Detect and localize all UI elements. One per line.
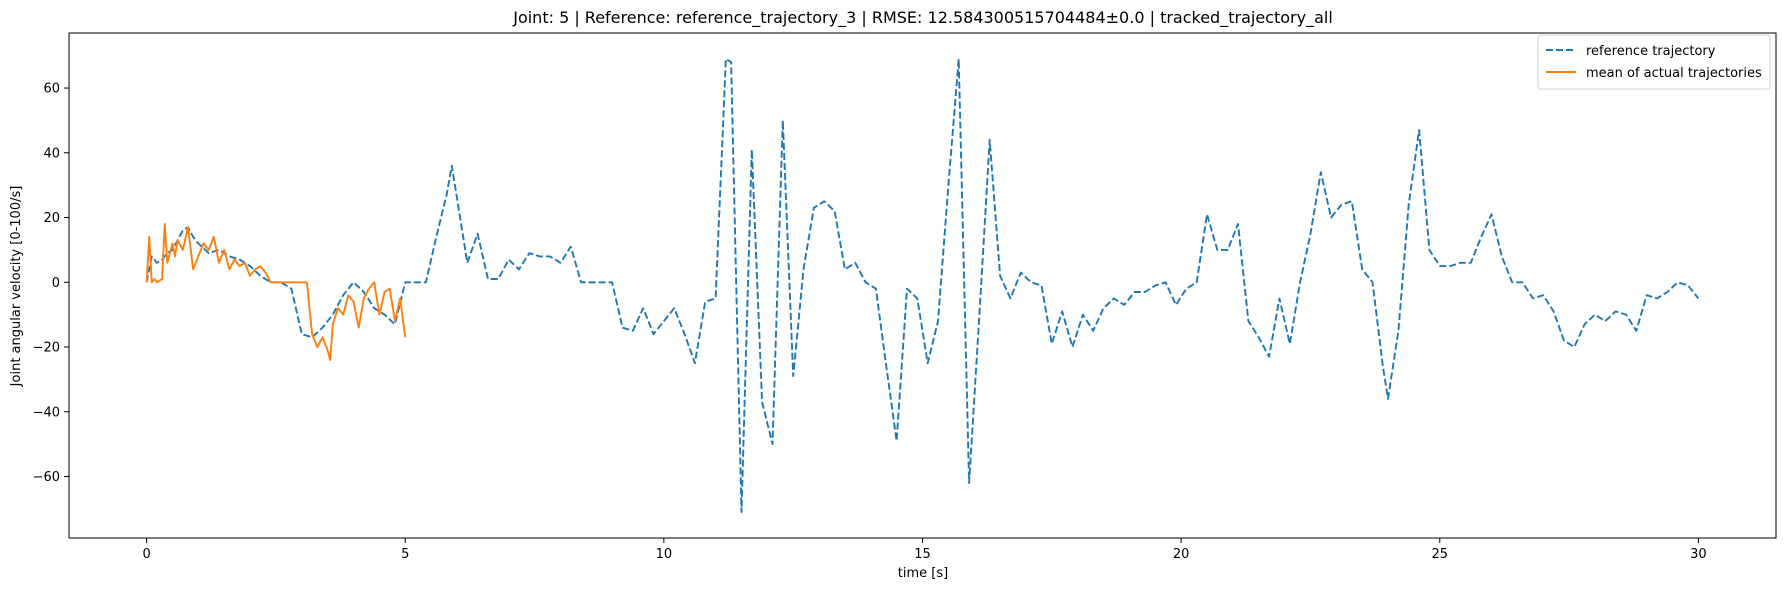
legend: reference trajectory mean of actual traj… [1537,34,1771,90]
y-tick-label: 40 [43,146,60,161]
y-axis: −60 −40 −20 0 20 40 60 [33,82,69,485]
y-axis-label: Joint angular velocity [0-100/s] [9,186,24,388]
plot-area [68,32,1777,539]
y-tick-label: 20 [43,211,60,226]
series-line-0 [145,57,1700,514]
y-tick-label: −20 [33,341,60,356]
y-tick-label: −40 [33,405,60,420]
x-tick-label: 10 [656,547,673,562]
x-tick-label: 20 [1173,547,1190,562]
legend-box [1537,34,1771,90]
x-tick-label: 25 [1431,547,1448,562]
x-tick-label: 30 [1690,547,1707,562]
plot-frame [68,32,1777,539]
x-axis: 0 5 10 15 20 25 30 [142,538,1707,562]
x-tick-label: 0 [142,547,150,562]
y-tick-label: 0 [52,276,60,291]
x-tick-label: 5 [401,547,409,562]
x-axis-label: time [s] [898,566,948,581]
series-line-1 [145,223,407,361]
legend-label-reference: reference trajectory [1586,44,1716,59]
chart-title: Joint: 5 | Reference: reference_trajecto… [512,8,1333,28]
x-tick-label: 15 [914,547,931,562]
y-tick-label: −60 [33,470,60,485]
legend-label-actual-mean: mean of actual trajectories [1586,66,1762,81]
y-tick-label: 60 [43,82,60,97]
